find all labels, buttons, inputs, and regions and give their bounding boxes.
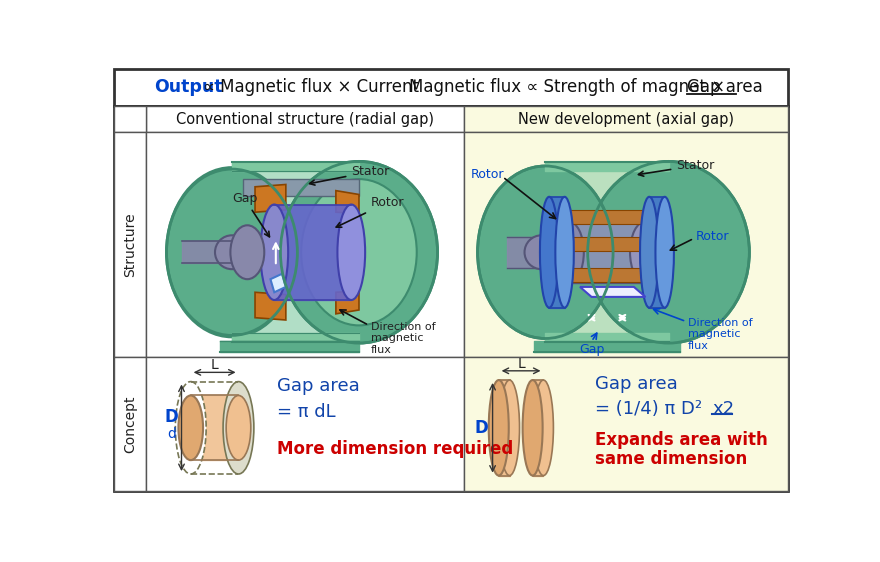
Ellipse shape	[488, 380, 509, 475]
Polygon shape	[255, 184, 286, 212]
Text: Gap area: Gap area	[595, 375, 678, 393]
Bar	[244, 179, 359, 196]
Bar	[464, 132, 788, 357]
Bar	[146, 357, 464, 491]
Ellipse shape	[281, 161, 437, 343]
Ellipse shape	[175, 382, 206, 474]
Ellipse shape	[524, 235, 559, 269]
Ellipse shape	[630, 221, 661, 283]
Ellipse shape	[337, 205, 365, 300]
Ellipse shape	[553, 221, 583, 283]
Ellipse shape	[301, 179, 417, 325]
Bar	[464, 106, 788, 132]
Text: Stator: Stator	[639, 159, 715, 176]
Text: Direction of
magnetic
flux: Direction of magnetic flux	[688, 318, 752, 351]
Text: Output: Output	[155, 79, 223, 97]
Text: More dimension required: More dimension required	[277, 441, 513, 459]
Ellipse shape	[179, 396, 203, 460]
Polygon shape	[580, 287, 645, 297]
Text: = π dL: = π dL	[277, 404, 335, 422]
Polygon shape	[567, 268, 647, 282]
Ellipse shape	[540, 197, 559, 307]
Ellipse shape	[215, 235, 249, 269]
Polygon shape	[567, 237, 647, 251]
Text: Gap: Gap	[579, 343, 605, 356]
Ellipse shape	[656, 197, 674, 307]
Text: Structure: Structure	[123, 212, 137, 277]
Bar	[114, 106, 146, 132]
Ellipse shape	[555, 197, 574, 307]
Polygon shape	[336, 191, 359, 214]
Text: D: D	[165, 408, 179, 426]
Ellipse shape	[533, 380, 554, 475]
Text: Expands area with: Expands area with	[595, 431, 767, 449]
Ellipse shape	[231, 225, 264, 279]
Text: ∝ Magnetic flux × Current: ∝ Magnetic flux × Current	[203, 79, 419, 97]
Bar	[114, 106, 788, 491]
Ellipse shape	[523, 380, 543, 475]
Text: L: L	[517, 357, 525, 371]
Ellipse shape	[224, 382, 254, 474]
Ellipse shape	[478, 166, 613, 338]
Ellipse shape	[588, 161, 750, 343]
Text: L: L	[210, 359, 218, 373]
Polygon shape	[567, 210, 647, 224]
Text: Rotor: Rotor	[470, 168, 503, 181]
Text: Gap area: Gap area	[277, 377, 360, 395]
Text: d: d	[167, 427, 176, 441]
Text: same dimension: same dimension	[595, 450, 747, 468]
Bar	[146, 132, 464, 357]
Polygon shape	[336, 291, 359, 314]
Bar	[464, 357, 788, 491]
Text: x2: x2	[712, 400, 734, 418]
Polygon shape	[255, 292, 286, 320]
Text: D: D	[475, 419, 488, 437]
Bar	[114, 357, 146, 491]
Text: Conventional structure (radial gap): Conventional structure (radial gap)	[176, 111, 434, 126]
Text: Stator: Stator	[310, 165, 390, 185]
Bar	[146, 106, 464, 132]
Ellipse shape	[260, 205, 288, 300]
Text: Rotor: Rotor	[336, 196, 404, 227]
Text: = (1/4) π D²: = (1/4) π D²	[595, 400, 702, 418]
Polygon shape	[270, 274, 286, 292]
Text: Direction of
magnetic
flux: Direction of magnetic flux	[370, 321, 435, 355]
Text: Rotor: Rotor	[695, 230, 729, 243]
Text: Gap area: Gap area	[687, 79, 763, 97]
Bar	[114, 69, 788, 106]
Ellipse shape	[500, 380, 519, 475]
Bar	[114, 132, 146, 357]
Ellipse shape	[226, 396, 251, 460]
Ellipse shape	[640, 197, 658, 307]
Text: Magnetic flux ∝ Strength of magnet ×: Magnetic flux ∝ Strength of magnet ×	[408, 79, 730, 97]
Ellipse shape	[166, 167, 297, 337]
Text: Gap: Gap	[232, 192, 269, 237]
Text: New development (axial gap): New development (axial gap)	[518, 111, 734, 126]
Text: Concept: Concept	[123, 395, 137, 453]
